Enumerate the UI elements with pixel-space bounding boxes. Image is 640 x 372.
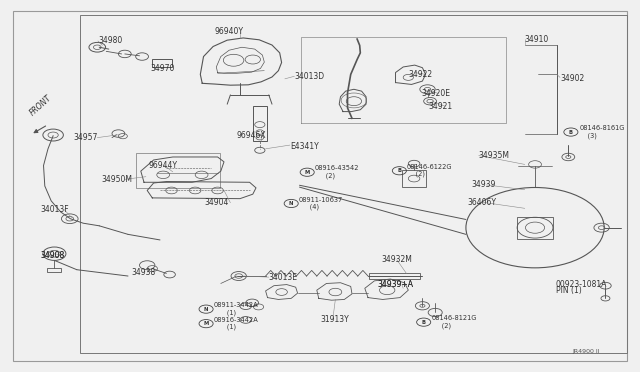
Text: 34957: 34957 <box>74 133 98 142</box>
Text: 34902: 34902 <box>560 74 584 83</box>
Text: 34908: 34908 <box>40 251 65 260</box>
Text: 00923-1081A: 00923-1081A <box>556 280 607 289</box>
Text: JR4900 II: JR4900 II <box>573 349 600 354</box>
Text: 96946X: 96946X <box>237 131 266 140</box>
Text: 31913Y: 31913Y <box>320 315 349 324</box>
Bar <box>253 106 267 141</box>
Text: 34910: 34910 <box>525 35 549 44</box>
Text: 34980: 34980 <box>98 36 122 45</box>
Text: M: M <box>204 321 209 326</box>
Text: 34920E: 34920E <box>421 89 450 98</box>
Bar <box>517 217 553 239</box>
Text: 34939: 34939 <box>471 180 495 189</box>
Bar <box>80 15 627 353</box>
Text: 08146-6122G
    (2): 08146-6122G (2) <box>407 164 452 177</box>
Text: 34970: 34970 <box>150 64 175 73</box>
Text: 34950M: 34950M <box>101 175 132 184</box>
Text: FRONT: FRONT <box>28 93 53 117</box>
Text: 08911-3442A
      (1): 08911-3442A (1) <box>214 302 259 316</box>
Text: PIN (1): PIN (1) <box>556 286 581 295</box>
Text: N: N <box>289 201 294 206</box>
Bar <box>152 59 172 67</box>
Text: N: N <box>204 307 209 312</box>
Bar <box>47 268 61 272</box>
Text: E4341Y: E4341Y <box>290 142 319 151</box>
Text: 34939+A: 34939+A <box>378 280 413 289</box>
Text: 96940Y: 96940Y <box>214 27 243 36</box>
Bar <box>402 170 426 187</box>
Bar <box>136 153 220 188</box>
Text: 08911-10637
     (4): 08911-10637 (4) <box>299 197 343 210</box>
Text: M: M <box>305 170 310 175</box>
Text: 34939+A: 34939+A <box>378 280 413 289</box>
Text: 34904: 34904 <box>205 198 229 207</box>
Text: B: B <box>422 320 426 325</box>
Text: 08146-8161G
    (3): 08146-8161G (3) <box>579 125 625 139</box>
Text: 34013D: 34013D <box>294 72 324 81</box>
Text: 08916-43542
     (2): 08916-43542 (2) <box>315 166 360 179</box>
Text: 34921: 34921 <box>429 102 453 110</box>
Text: B: B <box>397 168 401 173</box>
Text: 34932M: 34932M <box>381 255 412 264</box>
Text: 34938: 34938 <box>131 268 156 277</box>
Text: 36406Y: 36406Y <box>468 198 497 207</box>
Bar <box>369 273 420 279</box>
Text: 96944Y: 96944Y <box>148 161 177 170</box>
Text: 34935M: 34935M <box>479 151 509 160</box>
Text: 08916-3442A
      (1): 08916-3442A (1) <box>214 317 259 330</box>
Text: B: B <box>569 129 573 135</box>
Text: 08146-8121G
     (2): 08146-8121G (2) <box>431 315 477 329</box>
Text: 34013E: 34013E <box>269 273 298 282</box>
Text: 34013F: 34013F <box>40 205 69 214</box>
Text: 34908: 34908 <box>40 251 65 260</box>
Text: 34922: 34922 <box>408 70 433 79</box>
